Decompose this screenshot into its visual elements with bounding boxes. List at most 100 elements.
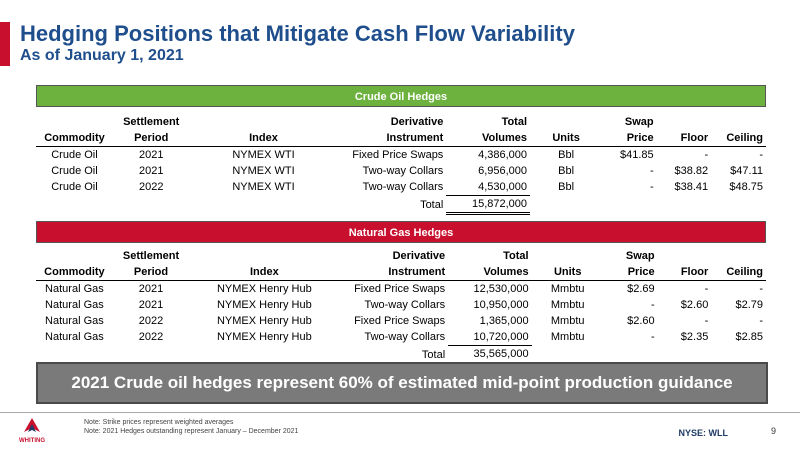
footnotes: Note: Strike prices represent weighted a…: [84, 418, 298, 436]
cell: Fixed Price Swaps: [354, 283, 446, 295]
col-header: Index: [189, 264, 340, 281]
cell: 2021: [138, 283, 164, 295]
cell: -: [649, 165, 654, 177]
col-header: Total: [501, 116, 528, 128]
cell: Bbl: [558, 149, 575, 161]
cell: $48.75: [729, 181, 763, 194]
col-header: Floor: [656, 130, 712, 147]
col-header: Total: [503, 250, 529, 262]
cell: -: [650, 331, 655, 344]
cell: -: [759, 149, 763, 161]
col-header: Settlement: [123, 116, 180, 128]
cell: NYMEX Henry Hub: [216, 315, 312, 327]
cell: $2.79: [735, 299, 763, 311]
cell: Fixed Price Swaps: [352, 149, 444, 161]
cell: Natural Gas: [45, 299, 104, 311]
col-header: Ceiling: [711, 264, 766, 281]
footnote: Note: Strike prices represent weighted a…: [84, 419, 234, 426]
total-value: 35,565,000: [448, 345, 532, 365]
cell: Natural Gas: [45, 315, 104, 327]
cell: Crude Oil: [51, 165, 98, 177]
col-header: Price: [603, 264, 658, 281]
col-header: Floor: [657, 264, 712, 281]
crude-oil-hedges-table: Settlement Derivative Total Swap Commodi…: [36, 114, 766, 215]
cell: 10,950,000: [473, 299, 529, 311]
col-header: Price: [602, 130, 657, 147]
cell: $38.82: [674, 165, 709, 177]
col-header: [657, 114, 712, 130]
cell: Fixed Price Swaps: [354, 315, 446, 327]
cell: -: [704, 283, 709, 295]
cell: 2021: [138, 165, 164, 177]
cell: Two-way Collars: [362, 181, 444, 194]
page-title: Hedging Positions that Mitigate Cash Flo…: [20, 21, 575, 46]
col-header: Swap: [624, 116, 654, 128]
col-header: Instrument: [337, 130, 447, 147]
cell: $2.69: [627, 283, 655, 295]
crude-oil-hedges-header: Crude Oil Hedges: [36, 85, 766, 107]
guidance-banner: 2021 Crude oil hedges represent 60% of e…: [36, 362, 768, 404]
col-header: [189, 248, 339, 264]
table-header-row-bottom: Commodity Period Index Instrument Volume…: [36, 130, 766, 147]
cell: 2022: [138, 315, 164, 327]
table-header-row-bottom: Commodity Period Index Instrument Volume…: [36, 264, 766, 281]
table-row: Natural Gas 2022 NYMEX Henry Hub Two-way…: [36, 329, 766, 346]
cell: NYMEX WTI: [232, 181, 295, 194]
col-header: [36, 114, 113, 130]
col-header: Commodity: [36, 130, 113, 147]
cell: -: [759, 283, 763, 295]
table-header-row-top: Settlement Derivative Total Swap: [36, 114, 766, 130]
cell: NYMEX WTI: [232, 165, 295, 177]
cell: Two-way Collars: [362, 165, 444, 177]
col-header: [36, 248, 113, 264]
col-header: Units: [530, 130, 603, 147]
table-row: Crude Oil 2022 NYMEX WTI Two-way Collars…: [36, 179, 766, 196]
col-header: [711, 248, 766, 264]
cell: 6,956,000: [478, 165, 528, 177]
table-row: Crude Oil 2021 NYMEX WTI Two-way Collars…: [36, 163, 766, 179]
table-row: Natural Gas 2021 NYMEX Henry Hub Fixed P…: [36, 281, 766, 298]
col-header: [532, 248, 604, 264]
table-header-row-top: Settlement Derivative Total Swap: [36, 248, 766, 264]
table-row: Crude Oil 2021 NYMEX WTI Fixed Price Swa…: [36, 147, 766, 164]
cell: 2021: [138, 299, 164, 311]
total-row: Total 15,872,000: [36, 195, 766, 215]
cell: 4,530,000: [446, 179, 531, 196]
cell: 2022: [138, 331, 164, 344]
cell: $2.85: [735, 331, 763, 344]
col-header: Index: [189, 130, 338, 147]
page-subtitle: As of January 1, 2021: [20, 47, 184, 64]
col-header: [530, 114, 602, 130]
col-header: Derivative: [390, 116, 444, 128]
cell: -: [759, 315, 763, 327]
cell: 4,386,000: [478, 149, 528, 161]
cell: Bbl: [558, 165, 575, 177]
natural-gas-hedges-table: Settlement Derivative Total Swap Commodi…: [36, 248, 766, 365]
cell: -: [649, 181, 654, 194]
footnote: Note: 2021 Hedges outstanding represent …: [84, 428, 299, 435]
cell: NYMEX Henry Hub: [216, 299, 312, 311]
col-header: Volumes: [448, 264, 532, 281]
col-header: Settlement: [122, 250, 180, 262]
cell: -: [650, 299, 655, 311]
cell: Two-way Collars: [364, 299, 446, 311]
cell: Mmbtu: [550, 331, 585, 344]
cell: $47.11: [730, 165, 763, 177]
cell: 1,365,000: [479, 315, 529, 327]
cell: 10,720,000: [448, 329, 532, 346]
cell: Natural Gas: [45, 331, 104, 344]
cell: NYMEX WTI: [232, 149, 295, 161]
cell: -: [704, 315, 709, 327]
title-accent-bar: [0, 22, 10, 66]
col-header: Period: [112, 264, 190, 281]
col-header: Ceiling: [711, 130, 766, 147]
table-row: Natural Gas 2021 NYMEX Henry Hub Two-way…: [36, 297, 766, 313]
col-header: [711, 114, 766, 130]
cell: Bbl: [558, 181, 575, 194]
col-header: Swap: [625, 250, 655, 262]
col-header: Commodity: [36, 264, 113, 281]
cell: $2.35: [680, 331, 709, 344]
col-header: [658, 248, 712, 264]
table-row: Natural Gas 2022 NYMEX Henry Hub Fixed P…: [36, 313, 766, 329]
company-logo: WHITING: [10, 416, 54, 446]
